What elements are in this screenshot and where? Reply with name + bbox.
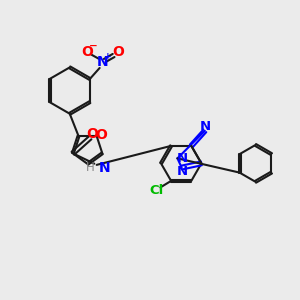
Text: O: O — [112, 45, 124, 59]
Text: N: N — [177, 165, 188, 178]
Text: N: N — [200, 120, 211, 133]
Text: +: + — [104, 52, 112, 62]
Text: −: − — [88, 41, 97, 51]
Text: N: N — [177, 152, 188, 165]
Text: O: O — [81, 45, 93, 58]
Text: Cl: Cl — [149, 184, 164, 197]
Text: H: H — [86, 161, 94, 174]
Text: N: N — [97, 55, 108, 69]
Text: O: O — [95, 128, 107, 142]
Text: O: O — [86, 127, 98, 141]
Text: N: N — [98, 161, 110, 175]
